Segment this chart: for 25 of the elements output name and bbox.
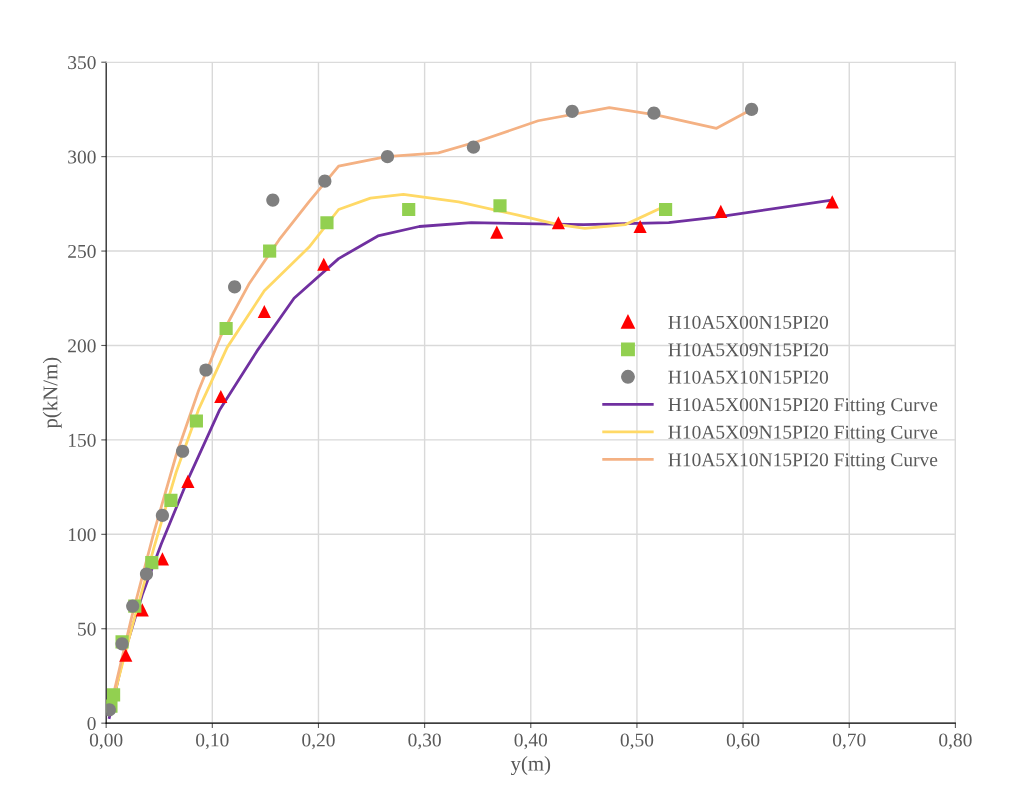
y-tick-label: 150 <box>68 433 96 447</box>
y-tick-label: 350 <box>68 56 96 70</box>
legend-label: H10A5X10N15PI20 Fitting Curve <box>668 453 938 471</box>
x-axis-title: y(m) <box>510 756 551 776</box>
y-tick-label: 0 <box>87 716 96 731</box>
y-axis-title: p(kN/m) <box>42 357 62 429</box>
y-tick-label: 300 <box>68 150 96 164</box>
legend-label: H10A5X09N15PI20 <box>668 343 829 357</box>
y-tick-label: 200 <box>68 339 96 353</box>
x-tick-label: 0,10 <box>196 733 229 750</box>
x-tick-label: 0,50 <box>620 733 654 750</box>
y-tick-label: 50 <box>78 622 96 636</box>
x-tick-label: 0,60 <box>726 733 760 750</box>
x-tick-label: 0,20 <box>302 733 335 750</box>
y-tick-label: 100 <box>68 528 96 542</box>
x-tick-label: 0,30 <box>408 733 441 750</box>
x-tick-label: 0,70 <box>832 733 866 750</box>
x-tick-label: 0,40 <box>514 733 548 750</box>
legend-label: H10A5X09N15PI20 Fitting Curve <box>668 425 938 443</box>
legend-label: H10A5X00N15PI20 Fitting Curve <box>668 398 938 416</box>
x-tick-label: 0,00 <box>89 733 123 750</box>
legend-label: H10A5X00N15PI20 <box>668 315 829 329</box>
x-tick-label: 0,80 <box>939 733 972 750</box>
y-tick-label: 250 <box>68 244 96 258</box>
legend-label: H10A5X10N15PI20 <box>668 370 829 384</box>
